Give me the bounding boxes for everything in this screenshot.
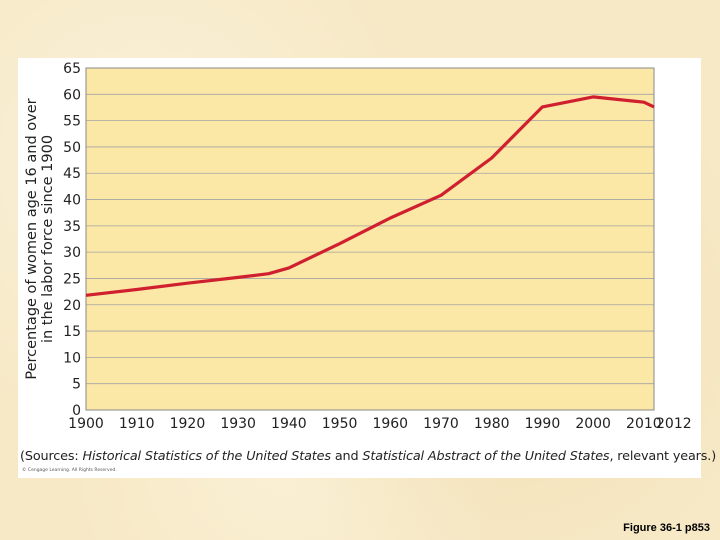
x-tick-label: 2012 [656,416,692,432]
y-tick-label: 60 [63,87,81,103]
y-tick-label: 45 [63,166,81,182]
y-tick-label: 55 [63,114,81,130]
y-axis-label-line: Percentage of women age 16 and over [24,98,40,379]
series-line [85,95,655,297]
y-tick-label: 15 [63,324,81,340]
x-tick-label: 1910 [119,416,155,432]
y-tick-label: 30 [63,245,81,261]
y-tick-label: 40 [63,193,81,209]
y-axis-label: Percentage of women age 16 and over in th… [24,98,56,379]
x-tick-labels: 1900 1910 1920 1930 1940 1950 1960 1970 1980 1990… [68,416,691,432]
y-tick-label: 35 [63,219,81,235]
x-tick-label: 1970 [423,416,459,432]
chart-panel: 0 5 10 15 20 25 30 35 40 45 50 55 60 65 1900 1910 1920 1… [18,58,716,478]
x-tick-label: 1920 [170,416,206,432]
y-tick-label: 20 [63,298,81,314]
x-tick-label: 2000 [575,416,611,432]
y-tick-label: 25 [63,271,81,287]
x-tick-label: 1980 [474,416,510,432]
x-tick-label: 1930 [220,416,256,432]
source-suffix: , relevant years.) [609,449,717,464]
source-note: (Sources: Historical Statistics of the U… [20,449,716,464]
series-layer [85,95,655,297]
axes [85,67,655,411]
source-title-abstract: Statistical Abstract of the United State… [362,449,610,464]
y-tick-label: 0 [72,403,81,419]
x-tick-label: 1940 [271,416,307,432]
x-tick-label: 1960 [372,416,408,432]
x-tick-label: 1900 [68,416,104,432]
plot-frame [85,67,655,411]
x-tick-label: 1950 [322,416,358,432]
source-prefix: (Sources: [20,449,83,464]
y-tick-label: 10 [63,350,81,366]
figure-reference: Figure 36-1 p853 [623,522,710,534]
copyright-notice: © Cengage Learning. All Rights Reserved. [22,468,117,473]
y-tick-label: 5 [72,377,81,393]
plot-area [86,68,654,410]
x-tick-label: 2010 [626,416,662,432]
y-tick-labels: 0 5 10 15 20 25 30 35 40 45 50 55 60 65 [63,61,81,419]
y-tick-label: 50 [63,140,81,156]
source-title-historical: Historical Statistics of the United Stat… [82,449,332,464]
y-tick-label: 65 [63,61,81,77]
source-middle: and [330,449,363,464]
x-tick-label: 1990 [525,416,561,432]
y-axis-label-line: in the labor force since 1900 [40,135,56,343]
